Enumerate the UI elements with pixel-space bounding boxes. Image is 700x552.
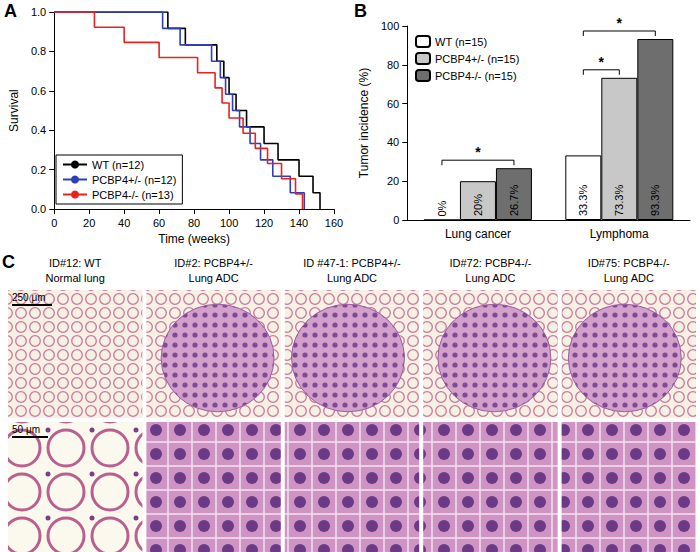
svg-text:Normal lung: Normal lung	[46, 272, 105, 284]
svg-text:ID#75: PCBP4-/-: ID#75: PCBP4-/-	[588, 257, 670, 269]
svg-text:100: 100	[220, 217, 238, 229]
svg-text:0: 0	[51, 217, 57, 229]
svg-text:A: A	[4, 1, 17, 21]
svg-text:33.3%: 33.3%	[577, 185, 589, 216]
svg-text:PCBP4+/- (n=15): PCBP4+/- (n=15)	[435, 53, 519, 65]
svg-text:0%: 0%	[436, 200, 448, 216]
svg-text:*: *	[599, 54, 605, 70]
svg-text:0.6: 0.6	[31, 85, 46, 97]
svg-text:160: 160	[325, 217, 343, 229]
svg-text:Lung ADC: Lung ADC	[327, 272, 377, 284]
svg-text:0.2: 0.2	[31, 164, 46, 176]
svg-text:ID#2: PCBP4+/-: ID#2: PCBP4+/-	[174, 257, 253, 269]
svg-text:Time (weeks): Time (weeks)	[158, 232, 230, 246]
svg-text:WT (n=15): WT (n=15)	[435, 36, 487, 48]
svg-text:PCBP4-/- (n=13): PCBP4-/- (n=13)	[92, 189, 174, 201]
svg-text:Lung ADC: Lung ADC	[465, 272, 515, 284]
svg-text:*: *	[475, 144, 481, 160]
svg-text:ID#72: PCBP4-/-: ID#72: PCBP4-/-	[449, 257, 531, 269]
svg-text:B: B	[354, 1, 367, 21]
svg-text:WT (n=12): WT (n=12)	[92, 159, 144, 171]
svg-text:0: 0	[393, 214, 399, 226]
svg-text:1.0: 1.0	[31, 6, 46, 18]
svg-text:40: 40	[118, 217, 130, 229]
svg-text:Lymphoma: Lymphoma	[590, 227, 649, 241]
svg-text:ID #47-1: PCBP4+/-: ID #47-1: PCBP4+/-	[303, 257, 401, 269]
svg-text:Lung ADC: Lung ADC	[189, 272, 239, 284]
svg-text:Lung cancer: Lung cancer	[445, 227, 511, 241]
svg-text:20: 20	[387, 175, 399, 187]
svg-text:20: 20	[83, 217, 95, 229]
svg-text:80: 80	[387, 59, 399, 71]
svg-text:C: C	[2, 252, 15, 272]
svg-text:Survival: Survival	[7, 89, 21, 132]
svg-text:100: 100	[381, 20, 399, 32]
svg-text:*: *	[617, 15, 623, 31]
svg-text:0.0: 0.0	[31, 203, 46, 215]
svg-text:73.3%: 73.3%	[613, 185, 625, 216]
svg-text:PCBP4-/- (n=15): PCBP4-/- (n=15)	[435, 70, 517, 82]
svg-text:60: 60	[153, 217, 165, 229]
svg-text:93.3%: 93.3%	[649, 185, 661, 216]
svg-text:120: 120	[255, 217, 273, 229]
svg-text:0.8: 0.8	[31, 45, 46, 57]
svg-text:Lung ADC: Lung ADC	[604, 272, 654, 284]
svg-text:250 μm: 250 μm	[12, 292, 46, 303]
svg-text:26.7%: 26.7%	[508, 185, 520, 216]
svg-text:20%: 20%	[472, 194, 484, 216]
svg-text:60: 60	[387, 98, 399, 110]
svg-text:140: 140	[290, 217, 308, 229]
svg-text:80: 80	[188, 217, 200, 229]
svg-text:ID#12: WT: ID#12: WT	[49, 257, 102, 269]
svg-text:PCBP4+/- (n=12): PCBP4+/- (n=12)	[92, 174, 176, 186]
svg-text:Tumor incidence (%): Tumor incidence (%)	[357, 68, 371, 178]
svg-text:50 μm: 50 μm	[12, 424, 40, 435]
svg-text:0.4: 0.4	[31, 124, 46, 136]
svg-text:40: 40	[387, 136, 399, 148]
